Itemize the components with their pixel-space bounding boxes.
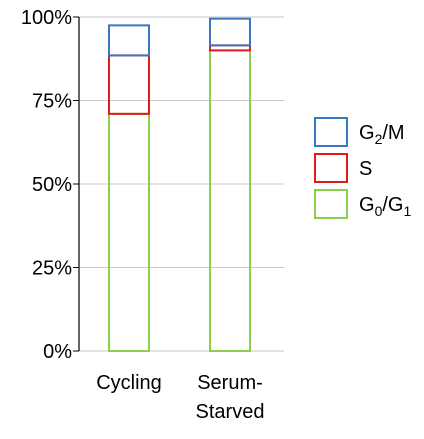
legend-label: G2/M: [359, 122, 405, 147]
legend-label: S: [359, 158, 372, 180]
y-tick-label: 100%: [21, 7, 72, 29]
x-tick-label: Starved: [196, 401, 265, 423]
x-tick-label: Cycling: [96, 372, 162, 394]
y-tick-label: 25%: [32, 258, 72, 280]
bar-segment-g2-m: [108, 24, 150, 57]
legend-swatch: [314, 117, 348, 147]
bar-segment-g0-g1: [108, 112, 150, 352]
bars: [108, 17, 251, 353]
bar-segment-g2-m: [209, 17, 251, 47]
y-tick-label: 50%: [32, 174, 72, 196]
y-tick-label: 75%: [32, 91, 72, 113]
legend-label: G0/G1: [359, 194, 411, 219]
bar-segment-g0-g1: [209, 49, 251, 353]
legend: G2/M S G0/G1: [314, 117, 411, 219]
bar-segment-s: [108, 54, 150, 115]
x-tick-label: Serum-: [197, 372, 263, 394]
y-tick-label: 0%: [43, 341, 72, 363]
x-axis-labels: Cycling Serum- Starved: [96, 372, 264, 423]
legend-swatch: [314, 153, 348, 183]
y-axis: 0% 25% 50% 75% 100%: [21, 7, 80, 363]
legend-swatch: [314, 189, 348, 219]
